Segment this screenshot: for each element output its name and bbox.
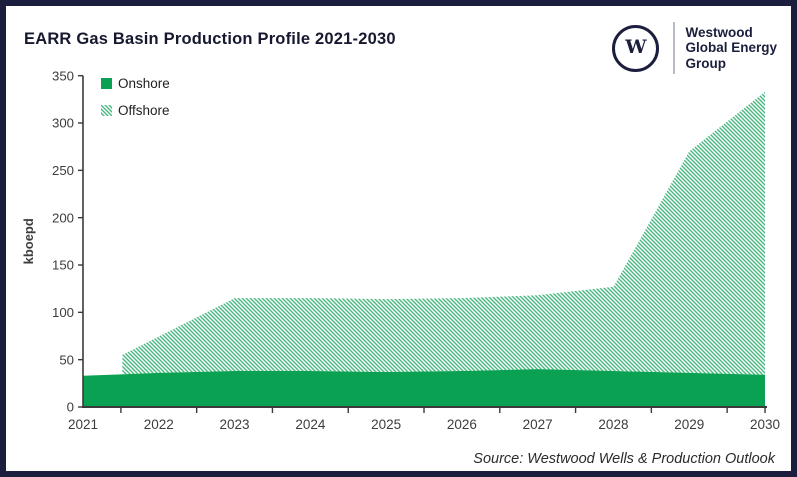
onshore-area (83, 369, 765, 407)
x-tick-label: 2026 (447, 417, 477, 432)
logo-line-3: Group (685, 55, 726, 71)
source-note: Source: Westwood Wells & Production Outl… (473, 451, 775, 467)
y-tick-label: 350 (52, 68, 74, 83)
y-axis-title: kboepd (21, 218, 36, 264)
offshore-area (122, 91, 765, 375)
logo-w-circle-icon: W (612, 24, 660, 72)
y-tick-label: 300 (52, 116, 74, 131)
logo-monogram: W (625, 36, 647, 58)
logo-line-1: Westwood (685, 25, 753, 41)
x-tick-label: 2030 (750, 417, 780, 432)
y-tick-label: 150 (52, 258, 74, 273)
y-tick-label: 0 (67, 400, 74, 415)
x-tick-label: 2029 (674, 417, 704, 432)
y-tick-label: 50 (59, 352, 74, 367)
x-axis-ticks: 2021 2022 2023 2024 2025 2026 2027 2028 2029 2030 (68, 408, 780, 432)
legend-swatch-onshore (101, 78, 112, 89)
logo-line-2: Global Energy (685, 40, 777, 56)
x-tick-label: 2021 (68, 417, 98, 432)
y-tick-label: 100 (52, 305, 74, 320)
y-tick-label: 200 (52, 210, 74, 225)
x-tick-label: 2028 (598, 417, 628, 432)
x-tick-label: 2022 (144, 417, 174, 432)
legend: Onshore Offshore (101, 76, 170, 118)
axes (82, 75, 767, 408)
legend-label-offshore: Offshore (118, 103, 170, 118)
legend-label-onshore: Onshore (118, 76, 170, 91)
x-tick-label: 2024 (295, 417, 326, 432)
x-tick-label: 2027 (523, 417, 553, 432)
x-tick-label: 2023 (220, 417, 250, 432)
legend-swatch-offshore (101, 105, 112, 116)
westwood-logo: W Westwood Global Energy Group (612, 22, 777, 74)
y-axis-ticks: 0 50 100 150 200 250 300 350 (52, 68, 83, 415)
x-tick-label: 2025 (371, 417, 401, 432)
logo-wordmark: Westwood Global Energy Group (685, 25, 777, 71)
logo-divider (673, 22, 676, 74)
y-tick-label: 250 (52, 163, 74, 178)
chart-title: EARR Gas Basin Production Profile 2021-2… (24, 30, 396, 48)
